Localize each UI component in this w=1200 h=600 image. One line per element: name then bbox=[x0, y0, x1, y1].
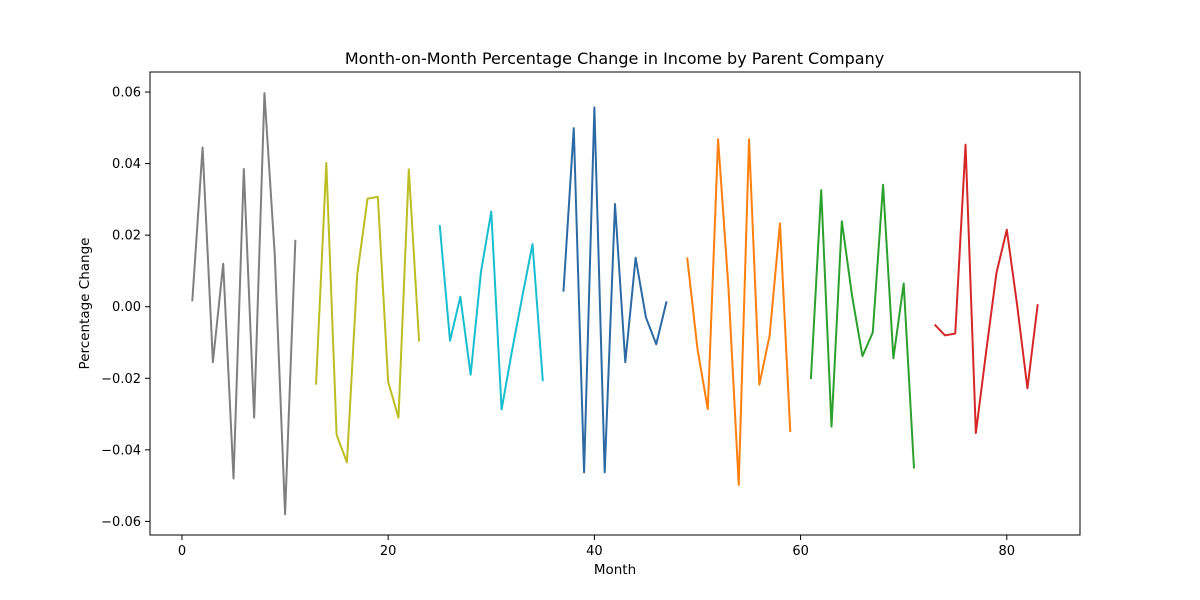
y-tick-label: −0.04 bbox=[101, 443, 141, 458]
y-tick-label: −0.02 bbox=[101, 372, 141, 387]
y-tick-label: 0.00 bbox=[112, 300, 141, 315]
axes-frame bbox=[149, 71, 1081, 536]
y-tick-label: 0.04 bbox=[112, 157, 141, 172]
x-tick-label: 40 bbox=[586, 544, 603, 559]
y-axis-label: Percentage Change bbox=[77, 238, 93, 370]
series-line-1 bbox=[191, 92, 297, 516]
chart-title: Month-on-Month Percentage Change in Inco… bbox=[345, 49, 884, 68]
series-line-2 bbox=[315, 161, 421, 464]
y-tick-label: 0.06 bbox=[112, 86, 141, 101]
series-line-3 bbox=[438, 210, 544, 411]
series-line-6 bbox=[809, 183, 915, 469]
x-tick-label: 0 bbox=[178, 544, 186, 559]
series-line-7 bbox=[933, 143, 1039, 435]
series-line-4 bbox=[562, 106, 668, 474]
series-line-5 bbox=[686, 138, 792, 486]
x-tick-label: 60 bbox=[792, 544, 809, 559]
plot-area bbox=[191, 92, 1039, 516]
y-tick-label: 0.02 bbox=[112, 229, 141, 244]
y-tick-label: −0.06 bbox=[101, 515, 141, 530]
x-tick-label: 20 bbox=[380, 544, 397, 559]
axes: 0 20 40 60 80 −0.06 −0.04 −0.02 0.00 0.02 0.04 0.06 bbox=[101, 86, 1015, 559]
x-tick-label: 80 bbox=[999, 544, 1016, 559]
x-axis-label: Month bbox=[594, 562, 636, 578]
